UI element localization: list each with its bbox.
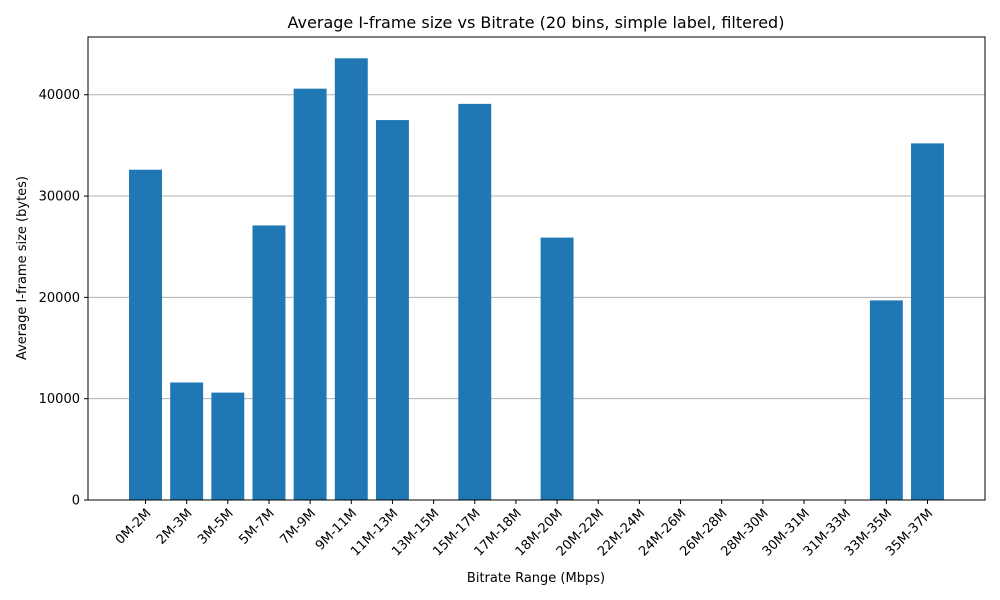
bar-11M-13M: [375, 120, 409, 500]
x-tick-label: 7M-9M: [277, 506, 318, 547]
bar-35M-37M: [911, 143, 944, 501]
chart-title: Average I-frame size vs Bitrate (20 bins…: [288, 13, 785, 32]
x-tick-label: 5M-7M: [236, 506, 277, 547]
x-tick-label: 3M-5M: [195, 506, 236, 547]
bar-2M-3M: [170, 382, 204, 500]
bar-5M-7M: [252, 225, 286, 500]
x-axis-label: Bitrate Range (Mbps): [467, 571, 605, 586]
y-tick-label: 20000: [39, 291, 80, 306]
y-tick-label: 40000: [39, 88, 80, 103]
x-axis-ticks: 0M-2M 2M-3M 3M-5M 5M-7M 7M-9M9M-11M11M-13M13…: [113, 500, 936, 559]
bar-0M-2M: [129, 169, 162, 500]
bars: [129, 58, 944, 501]
plot-frame: [87, 36, 986, 501]
bar-9M-11M: [334, 58, 368, 501]
bar-33M-35M: [869, 300, 903, 500]
y-axis-ticks: 0 10000 20000 30000 40000: [39, 88, 88, 509]
x-tick-label: 0M-2M: [113, 506, 154, 547]
gridlines: [88, 94, 985, 400]
y-axis-label: Average I-frame size (bytes): [15, 176, 30, 360]
y-tick-label: 10000: [39, 392, 80, 407]
bar-18M-20M: [540, 237, 574, 501]
y-tick-label: 30000: [39, 190, 80, 205]
x-tick-label: 2M-3M: [154, 506, 195, 547]
bar-3M-5M: [211, 392, 245, 500]
bar-15M-17M: [458, 103, 492, 501]
bar-7M-9M: [293, 88, 327, 500]
y-tick-label: 0: [72, 494, 80, 509]
